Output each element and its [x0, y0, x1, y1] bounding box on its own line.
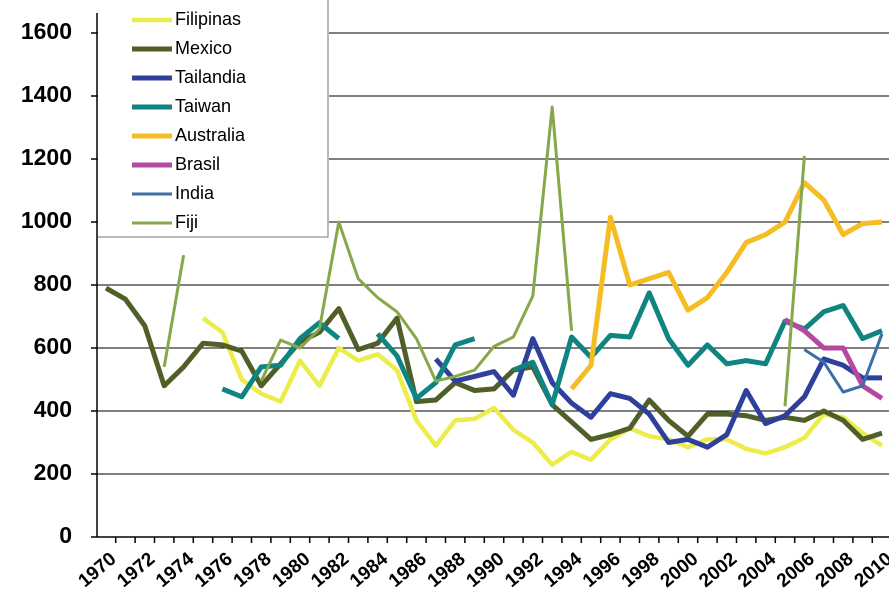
series-line [569, 180, 883, 391]
x-tick-label: 1988 [424, 549, 470, 592]
legend-label: India [175, 183, 215, 203]
y-tick-label: 1600 [21, 18, 72, 44]
x-tick-label: 1978 [230, 549, 276, 592]
legend-label: Fiji [175, 212, 198, 232]
y-tick-label: 600 [34, 333, 72, 359]
series-line [783, 317, 884, 401]
legend-label: Taiwan [175, 96, 231, 116]
y-tick-label: 400 [34, 396, 72, 422]
x-tick-label: 1970 [75, 549, 121, 592]
x-tick-label: 1986 [385, 549, 431, 592]
series-line [162, 105, 806, 407]
legend-label: Tailandia [175, 67, 247, 87]
series-line [201, 316, 884, 467]
legend-label: Brasil [175, 154, 220, 174]
series-line [803, 333, 884, 394]
series-line [104, 285, 883, 442]
y-tick-label: 800 [34, 270, 72, 296]
x-tick-label: 1982 [307, 549, 353, 592]
y-tick-label: 1000 [21, 207, 72, 233]
series-line [221, 290, 883, 408]
x-tick-label: 2002 [695, 549, 741, 592]
y-tick-label: 1200 [21, 144, 72, 170]
x-tick-label: 1972 [113, 549, 159, 592]
x-tick-label: 1980 [269, 549, 315, 592]
y-tick-label: 200 [34, 459, 72, 485]
legend-label: Mexico [175, 38, 232, 58]
x-tick-label: 1974 [152, 548, 198, 592]
legend-border [98, 0, 329, 238]
x-tick-label: 1994 [540, 548, 586, 592]
series-line [433, 336, 882, 450]
legend-label: Filipinas [175, 9, 241, 29]
x-tick-label: 1990 [463, 549, 509, 592]
legend: Filipinas Mexico Tailandia Taiwan Australia B… [98, 0, 329, 238]
x-tick-label: 1976 [191, 549, 237, 592]
legend-label: Australia [175, 125, 246, 145]
x-tick-label: 2010 [851, 549, 889, 592]
y-tick-label: 0 [59, 522, 72, 548]
x-tick-label: 2008 [812, 549, 858, 592]
x-tick-label: 1992 [501, 549, 547, 592]
x-tick-label: 2006 [773, 549, 819, 592]
legend-box [98, 0, 329, 237]
y-tick-label: 1400 [21, 81, 72, 107]
x-tick-label: 1998 [618, 549, 664, 592]
x-tick-label: 2004 [734, 548, 780, 592]
x-tick-label: 1996 [579, 549, 625, 592]
x-tick-label: 2000 [657, 549, 703, 592]
x-tick-label: 1984 [346, 548, 392, 592]
